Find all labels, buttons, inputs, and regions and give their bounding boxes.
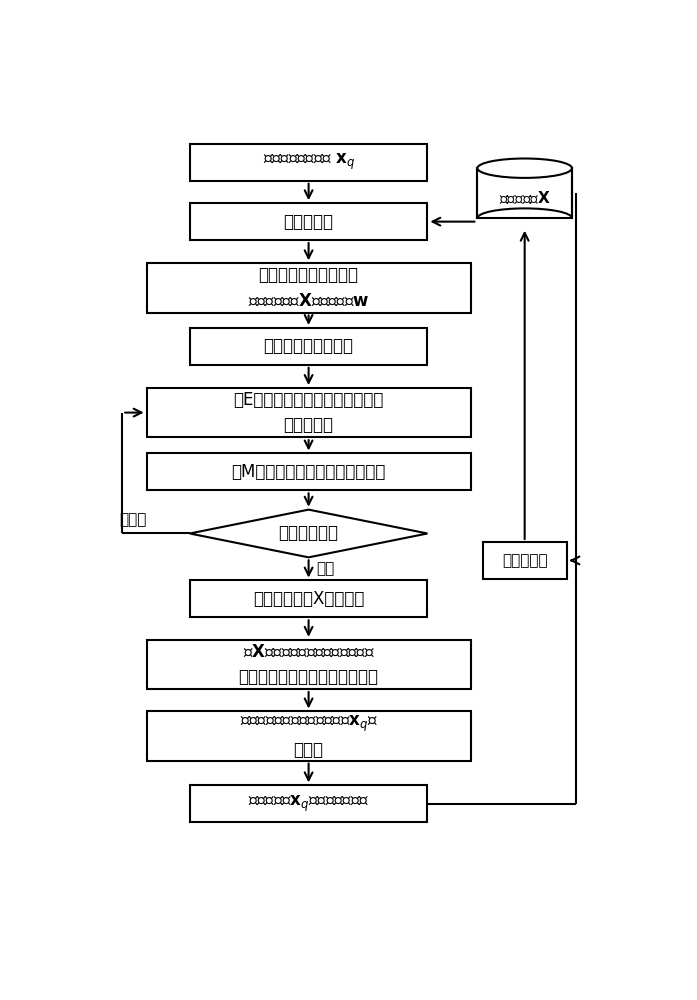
Bar [146, 263, 470, 312]
Bar [190, 580, 427, 617]
Bar [477, 168, 572, 218]
Text: 满足: 满足 [316, 561, 335, 576]
Bar [190, 144, 427, 181]
Text: 更新数据库: 更新数据库 [502, 553, 547, 568]
Text: 对$\mathbf{X}$的输出进行加权均值处理，估
计局部加权回归模型的回归系数: 对$\mathbf{X}$的输出进行加权均值处理，估 计局部加权回归模型的回归系… [238, 643, 378, 686]
Text: 根据欧式距离和角度，
计算训练样本$\mathbf{X}$的权重向量$\mathbf{w}$: 根据欧式距离和角度， 计算训练样本$\mathbf{X}$的权重向量$\math… [248, 266, 369, 309]
Text: 模型收敛检验: 模型收敛检验 [279, 524, 339, 542]
Text: 在线采集查询样本 $\mathbf{x}_q$: 在线采集查询样本 $\mathbf{x}_q$ [263, 152, 355, 172]
Bar [146, 453, 470, 490]
Bar [146, 711, 470, 761]
Text: 对查询样本$\mathbf{x}_q$的输出进行预测: 对查询样本$\mathbf{x}_q$的输出进行预测 [248, 794, 369, 814]
Text: 在M步，根据更新值更新模型参数: 在M步，根据更新值更新模型参数 [231, 463, 385, 481]
Text: 不满足: 不满足 [120, 512, 147, 527]
Text: 归一化处理: 归一化处理 [284, 213, 334, 231]
Text: 随机初始化模型参数: 随机初始化模型参数 [263, 337, 353, 355]
Bar [190, 203, 427, 240]
Text: 在E步，估计隐变量的后验概率，
获取更新值: 在E步，估计隐变量的后验概率， 获取更新值 [233, 391, 384, 434]
Polygon shape [190, 510, 427, 557]
Bar [190, 785, 427, 822]
Bar [146, 388, 470, 437]
Bar [483, 542, 567, 579]
Text: 获取训练样本X的慢特征: 获取训练样本X的慢特征 [253, 590, 365, 608]
Text: 训练样本集$\mathbf{X}$: 训练样本集$\mathbf{X}$ [498, 190, 551, 206]
Ellipse shape [477, 158, 572, 178]
Bar [190, 328, 427, 365]
Bar [146, 640, 470, 689]
Text: 根据模型结构，计算查询样本$\mathbf{x}_q$的
慢特征: 根据模型结构，计算查询样本$\mathbf{x}_q$的 慢特征 [240, 713, 378, 759]
